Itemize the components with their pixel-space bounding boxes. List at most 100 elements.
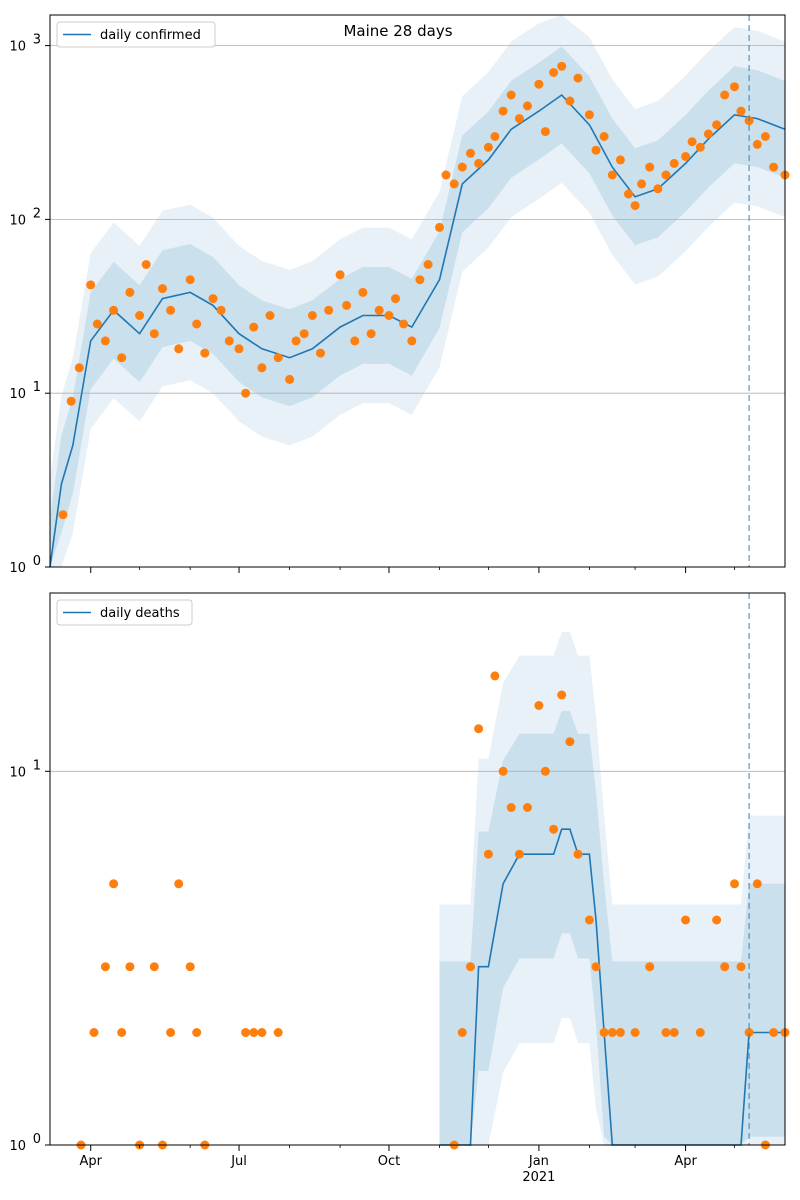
data-point: [358, 287, 368, 297]
data-point: [117, 1028, 127, 1037]
data-point: [185, 275, 195, 285]
data-point: [506, 803, 516, 812]
data-point: [483, 142, 493, 152]
data-point: [730, 879, 739, 889]
data-point: [483, 849, 493, 859]
data-point: [573, 849, 583, 859]
data-point: [449, 179, 459, 189]
data-point: [208, 294, 218, 304]
data-point: [490, 132, 500, 141]
data-point: [249, 322, 259, 332]
data-point: [273, 1028, 283, 1037]
data-point: [769, 1028, 779, 1037]
data-point: [669, 1028, 679, 1037]
data-point: [466, 148, 475, 158]
data-point: [166, 305, 176, 315]
data-point: [599, 132, 609, 141]
data-point: [58, 510, 68, 520]
data-point: [645, 962, 655, 972]
data-point: [752, 139, 762, 149]
data-point: [720, 962, 730, 972]
data-point: [200, 348, 210, 358]
data-point: [607, 170, 617, 180]
data-point: [125, 962, 135, 972]
data-point: [257, 1028, 267, 1037]
y-tick-label: 10: [9, 765, 26, 780]
data-point: [241, 388, 251, 398]
data-point: [423, 260, 433, 269]
data-point: [506, 90, 516, 100]
y-tick-exponent: 2: [33, 206, 41, 221]
data-point: [584, 110, 594, 120]
data-point: [384, 311, 394, 320]
data-point: [490, 671, 500, 681]
legend-box: [56, 599, 193, 626]
data-point: [744, 1028, 754, 1037]
y-tick-label: 10: [9, 1139, 26, 1154]
data-point: [760, 132, 770, 141]
data-point: [174, 344, 184, 354]
panel-1: 10 0 10 1 10 2 10 3 daily confirmed: [9, 14, 790, 576]
data-point: [703, 129, 713, 139]
uncertainty-band: [50, 46, 785, 567]
data-point: [557, 61, 567, 71]
data-point: [599, 1028, 609, 1037]
y-tick-label: 10: [9, 40, 26, 55]
data-point: [661, 1028, 671, 1037]
uncertainty-band: [50, 15, 785, 567]
data-point: [645, 162, 655, 172]
data-point: [752, 879, 762, 889]
data-point: [457, 1028, 467, 1037]
legend-label: daily confirmed: [100, 28, 201, 43]
data-point: [549, 824, 559, 834]
data-point: [74, 363, 84, 373]
data-point: [540, 127, 550, 137]
data-point: [736, 962, 746, 972]
data-point: [624, 189, 633, 199]
data-point: [474, 724, 484, 734]
y-tick-label: 10: [9, 387, 26, 402]
data-point: [498, 106, 508, 116]
data-point: [192, 319, 202, 329]
data-point: [399, 319, 409, 329]
data-point: [534, 79, 544, 89]
data-point: [681, 915, 691, 925]
data-point: [185, 962, 195, 972]
data-point: [366, 329, 376, 339]
data-point: [174, 879, 184, 889]
data-point: [549, 68, 559, 77]
legend: daily deaths: [56, 599, 193, 626]
data-point: [342, 300, 352, 310]
data-point: [86, 280, 96, 290]
data-point: [158, 284, 167, 294]
data-point: [117, 353, 127, 363]
data-point: [391, 294, 400, 304]
data-point: [224, 336, 234, 346]
data-point: [615, 1028, 625, 1037]
data-point: [557, 690, 567, 700]
data-point: [653, 184, 663, 194]
data-point: [100, 336, 110, 346]
y-tick-exponent: 0: [33, 554, 41, 569]
data-point: [66, 396, 76, 406]
data-point: [216, 305, 226, 315]
data-point: [466, 962, 475, 972]
data-point: [141, 260, 151, 269]
data-point: [534, 701, 544, 710]
x-tick-label: Oct: [378, 1154, 400, 1169]
data-point: [135, 311, 145, 320]
data-point: [681, 152, 691, 161]
data-point: [540, 766, 550, 776]
data-point: [565, 737, 575, 747]
y-tick-label: 10: [9, 561, 26, 576]
data-point: [591, 962, 601, 972]
y-tick-exponent: 1: [33, 758, 41, 773]
chart-title: Maine 28 days: [343, 22, 452, 40]
data-point: [166, 1028, 176, 1037]
x-tick-label: Jan: [528, 1154, 549, 1169]
data-point: [565, 96, 575, 106]
data-point: [591, 145, 601, 155]
data-point: [630, 1028, 640, 1037]
